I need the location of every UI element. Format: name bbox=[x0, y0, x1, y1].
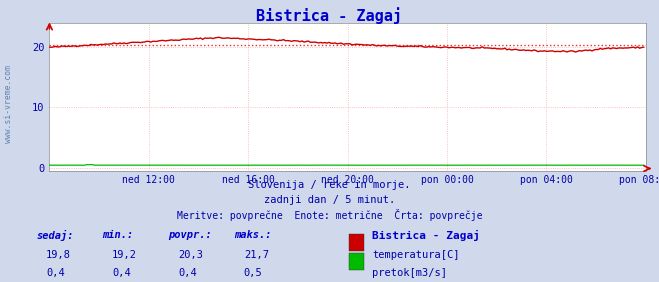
Text: Meritve: povprečne  Enote: metrične  Črta: povprečje: Meritve: povprečne Enote: metrične Črta:… bbox=[177, 209, 482, 221]
Text: pretok[m3/s]: pretok[m3/s] bbox=[372, 268, 447, 278]
Text: 0,5: 0,5 bbox=[244, 268, 262, 278]
Text: 21,7: 21,7 bbox=[244, 250, 269, 259]
Text: povpr.:: povpr.: bbox=[168, 230, 212, 240]
Text: maks.:: maks.: bbox=[234, 230, 272, 240]
Text: sedaj:: sedaj: bbox=[36, 230, 74, 241]
Text: 0,4: 0,4 bbox=[178, 268, 196, 278]
Text: 19,8: 19,8 bbox=[46, 250, 71, 259]
Text: Bistrica - Zagaj: Bistrica - Zagaj bbox=[256, 7, 403, 24]
Text: zadnji dan / 5 minut.: zadnji dan / 5 minut. bbox=[264, 195, 395, 204]
Text: 0,4: 0,4 bbox=[112, 268, 130, 278]
Text: temperatura[C]: temperatura[C] bbox=[372, 250, 460, 259]
Text: Bistrica - Zagaj: Bistrica - Zagaj bbox=[372, 230, 480, 241]
Text: www.si-vreme.com: www.si-vreme.com bbox=[4, 65, 13, 143]
Text: min.:: min.: bbox=[102, 230, 133, 240]
Text: 19,2: 19,2 bbox=[112, 250, 137, 259]
Text: 0,4: 0,4 bbox=[46, 268, 65, 278]
Text: Slovenija / reke in morje.: Slovenija / reke in morje. bbox=[248, 180, 411, 190]
Text: 20,3: 20,3 bbox=[178, 250, 203, 259]
